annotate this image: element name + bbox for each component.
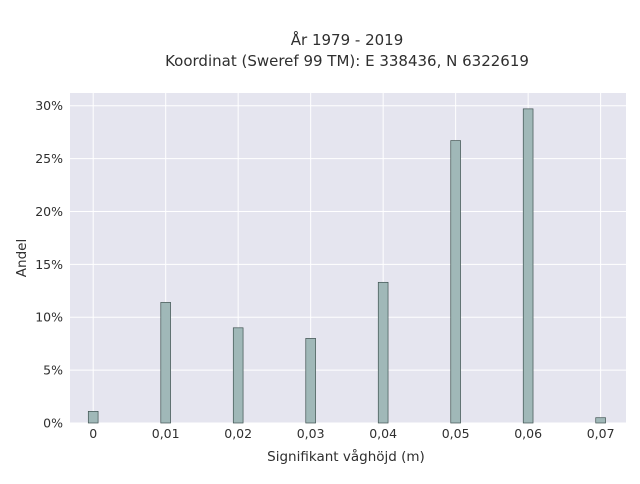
histogram-bar bbox=[522, 108, 534, 424]
x-tick-label: 0,04 bbox=[369, 426, 397, 441]
histogram-bar bbox=[595, 417, 606, 424]
y-tick-label: 15% bbox=[35, 257, 63, 272]
histogram-bar bbox=[450, 140, 461, 424]
x-axis-title: Signifikant våghöjd (m) bbox=[267, 448, 425, 465]
y-tick-labels: 0% 5% 10% 15% 20% 25% 30% bbox=[35, 98, 63, 430]
y-tick-label: 25% bbox=[35, 151, 63, 166]
histogram-bar bbox=[305, 338, 316, 424]
histogram-bar bbox=[232, 327, 244, 424]
chart-title-line-1: År 1979 - 2019 bbox=[291, 30, 404, 49]
x-tick-labels: 0 0,01 0,02 0,03 0,04 0,05 0,06 0,07 bbox=[89, 426, 614, 441]
y-tick-label: 30% bbox=[35, 98, 63, 113]
x-tick-label: 0,06 bbox=[514, 426, 542, 441]
y-tick-label: 10% bbox=[35, 310, 63, 325]
x-tick-label: 0,03 bbox=[297, 426, 325, 441]
histogram-bar bbox=[377, 281, 389, 424]
x-tick-label: 0,01 bbox=[152, 426, 180, 441]
chart-title-line-2: Koordinat (Sweref 99 TM): E 338436, N 63… bbox=[165, 52, 529, 70]
histogram-bar bbox=[87, 411, 99, 424]
x-tick-label: 0,07 bbox=[587, 426, 615, 441]
plot-area bbox=[70, 93, 626, 423]
bar-series bbox=[87, 108, 606, 424]
y-tick-label: 5% bbox=[43, 363, 63, 378]
x-tick-label: 0,02 bbox=[224, 426, 252, 441]
x-tick-label: 0,05 bbox=[442, 426, 470, 441]
x-tick-label: 0 bbox=[89, 426, 97, 441]
y-tick-label: 0% bbox=[43, 416, 63, 431]
y-tick-label: 20% bbox=[35, 204, 63, 219]
y-axis-title: Andel bbox=[14, 239, 30, 277]
histogram-bar bbox=[160, 302, 171, 424]
